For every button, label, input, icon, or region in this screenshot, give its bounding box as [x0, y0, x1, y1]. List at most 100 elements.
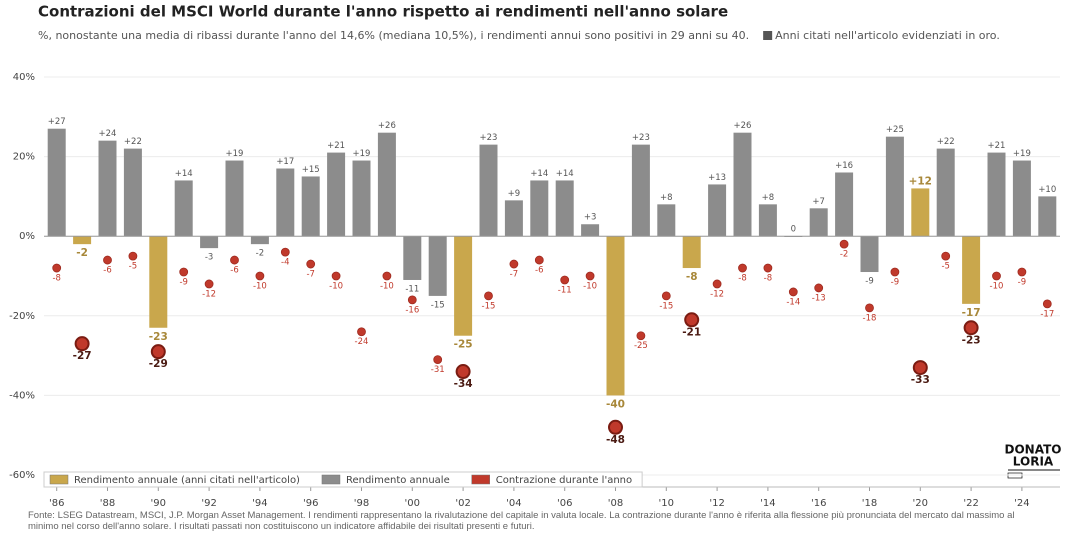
legend-label: Contrazione durante l'anno: [496, 475, 632, 486]
drawdown-dot: [865, 303, 874, 313]
bar: [555, 180, 574, 237]
x-tick-label: '10: [659, 498, 674, 509]
x-tick-label: '04: [506, 498, 521, 509]
drawdown-label: -11: [558, 285, 572, 295]
legend-box: [43, 471, 643, 488]
bar-value-label: +13: [708, 173, 726, 183]
bar-value-label: +15: [302, 165, 320, 175]
drawdown-dot: [407, 295, 417, 305]
drawdown-label: -13: [812, 293, 826, 303]
note-swatch: [763, 31, 773, 40]
drawdown-dot: [484, 291, 493, 301]
drawdown-label: -33: [911, 374, 930, 386]
bar-value-label: +17: [276, 157, 294, 167]
x-tick-label: '12: [709, 498, 724, 509]
bar-value-label: +14: [556, 169, 574, 179]
x-tick-label: '00: [405, 498, 420, 509]
drawdown-dot: [204, 279, 214, 289]
drawdown-label: -10: [990, 282, 1004, 292]
drawdown-label: -15: [482, 301, 496, 311]
bar-value-label: -25: [454, 339, 473, 351]
bar: [73, 236, 92, 245]
bar: [377, 132, 396, 237]
drawdown-dot: [255, 271, 265, 281]
bar: [301, 176, 320, 237]
drawdown-dot: [455, 364, 471, 380]
x-tick-label: '02: [455, 498, 470, 509]
y-tick-label: 40%: [13, 72, 35, 83]
drawdown-label: -31: [431, 365, 445, 375]
drawdown-label: -6: [230, 266, 238, 276]
x-tick-label: '88: [100, 498, 115, 509]
drawdown-label: -5: [941, 262, 949, 272]
x-tick-label: '98: [354, 498, 369, 509]
chart-title: Contrazioni del MSCI World durante l'ann…: [38, 3, 728, 21]
bar-value-label: +21: [988, 141, 1006, 151]
bar: [708, 184, 727, 237]
bar: [962, 236, 981, 304]
bar-value-label: +19: [353, 149, 371, 159]
drawdown-dot: [560, 275, 570, 285]
drawdown-dot: [941, 251, 951, 261]
bar: [581, 224, 600, 237]
drawdown-dot: [788, 287, 798, 297]
bar-value-label: +16: [835, 161, 853, 171]
bar-value-label: -8: [686, 271, 698, 283]
legend-label: Rendimento annuale (anni citati nell'art…: [74, 475, 300, 486]
bar: [530, 180, 549, 237]
drawdown-label: -10: [583, 282, 597, 292]
bar: [200, 236, 219, 249]
legend: Rendimento annuale (anni citati nell'art…: [43, 471, 643, 488]
bar-value-label: +21: [327, 141, 345, 151]
drawdown-label: -8: [738, 274, 746, 284]
drawdown-label: -18: [863, 313, 877, 323]
drawdown-dot: [636, 331, 646, 341]
drawdown-label: -14: [786, 297, 800, 307]
bar-value-label: +8: [762, 193, 775, 203]
drawdown-label: -34: [454, 378, 473, 390]
x-tick-label: '06: [557, 498, 572, 509]
drawdown-dot: [890, 267, 900, 277]
drawdown-label: -24: [355, 337, 369, 347]
drawdown-label: -29: [149, 358, 168, 370]
bar-value-label: -23: [149, 331, 168, 343]
bar-value-label: -11: [405, 284, 419, 294]
drawdown-dot: [52, 263, 62, 273]
bar-value-label: +26: [734, 121, 752, 131]
bar: [428, 236, 447, 296]
bar: [1038, 196, 1057, 237]
bar-value-label: -3: [205, 253, 213, 263]
bar-value-label: +14: [530, 169, 548, 179]
legend-swatch: [321, 474, 341, 485]
legend-swatch: [471, 474, 490, 485]
brand-line1: DONATO: [1005, 443, 1062, 457]
bar-value-label: +26: [378, 121, 396, 131]
drawdown-label: -27: [73, 350, 92, 362]
drawdown-label: -10: [380, 282, 394, 292]
bars-layer: [47, 128, 1057, 396]
y-tick-label: -40%: [9, 390, 35, 401]
bar: [250, 236, 269, 245]
bar: [123, 148, 142, 237]
drawdown-dot: [331, 271, 341, 281]
drawdown-dot: [230, 255, 239, 265]
drawdown-label: -6: [535, 266, 543, 276]
drawdown-label: -7: [510, 270, 518, 280]
bar: [987, 152, 1006, 237]
drawdown-label: -9: [891, 278, 899, 288]
bar: [149, 236, 168, 328]
drawdown-label: -23: [962, 334, 981, 346]
drawdown-dot: [74, 336, 90, 352]
drawdown-label: -4: [281, 258, 289, 268]
bar: [885, 136, 904, 237]
x-tick-label: '92: [201, 498, 216, 509]
drawdown-dot: [585, 271, 595, 281]
drawdown-label: -15: [659, 301, 673, 311]
drawdown-label: -6: [103, 266, 111, 276]
x-tick-label: '24: [1014, 498, 1029, 509]
bar: [606, 236, 625, 396]
bar: [860, 236, 879, 273]
drawdown-label: -7: [306, 270, 314, 280]
drawdown-dot: [150, 344, 166, 360]
